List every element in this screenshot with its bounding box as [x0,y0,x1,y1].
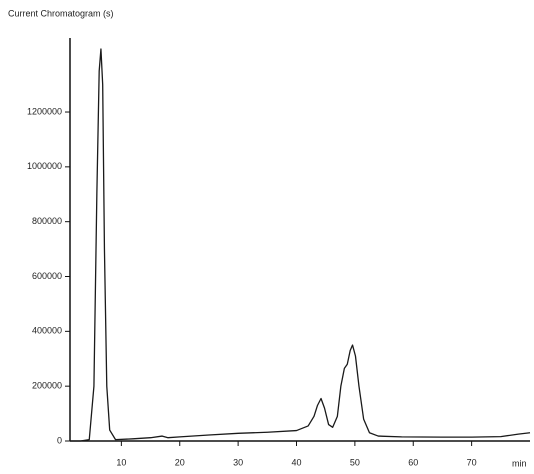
y-tick-label: 400000 [32,326,62,336]
y-tick-label: 1000000 [27,161,62,171]
x-tick-label: 70 [467,457,477,467]
x-tick-label: 40 [291,457,301,467]
x-tick-label: 60 [408,457,418,467]
y-tick-label: 200000 [32,381,62,391]
y-tick-label: 600000 [32,271,62,281]
x-tick-label: 20 [175,457,185,467]
y-tick-label: 0 [57,435,62,445]
chart-title: Current Chromatogram (s) [8,8,114,18]
x-tick-label: 10 [116,457,126,467]
data-line [70,48,531,442]
y-tick-label: 1200000 [27,106,62,116]
x-tick-label: 50 [350,457,360,467]
x-tick-label: 30 [233,457,243,467]
y-tick-label: 800000 [32,216,62,226]
x-axis-label: min [512,458,527,468]
